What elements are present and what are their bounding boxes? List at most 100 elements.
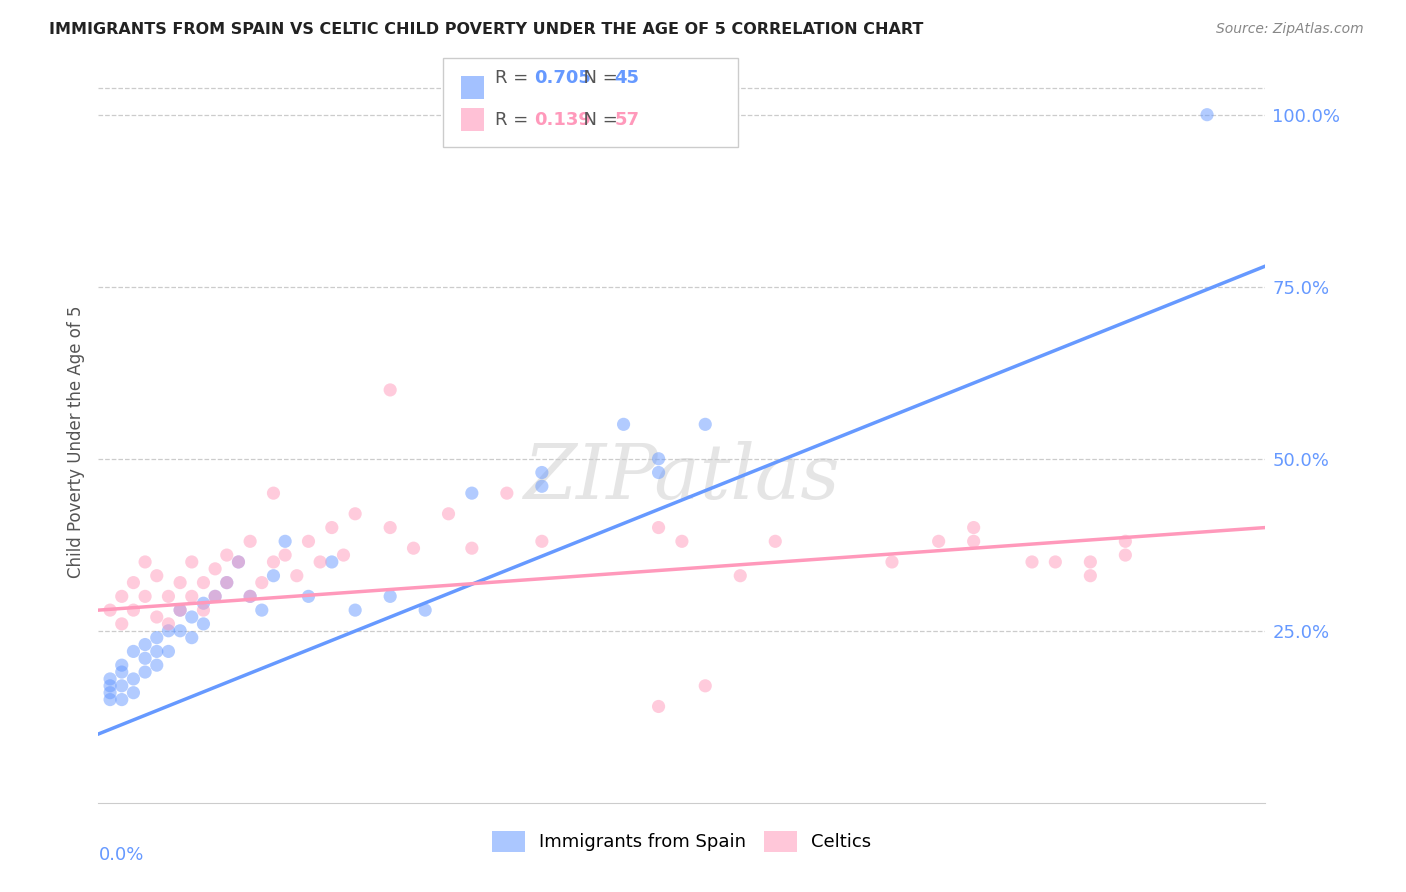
Point [321,520,343,534]
Point [193,575,215,590]
Text: 0.0%: 0.0% [98,847,143,864]
Point [122,603,145,617]
Text: 0.139: 0.139 [534,112,591,129]
Point [344,603,367,617]
Point [134,590,156,604]
Point [962,534,984,549]
Point [380,590,402,604]
Point [169,603,191,617]
Point [297,590,319,604]
Point [437,507,460,521]
Point [962,520,984,534]
Point [215,575,238,590]
Point [380,383,402,397]
Point [146,658,169,673]
Point [928,534,950,549]
Point [1080,568,1102,582]
Point [204,590,226,604]
Point [239,590,262,604]
Text: 0.705: 0.705 [534,70,591,87]
Point [1021,555,1043,569]
Point [1114,534,1136,549]
Point [193,603,215,617]
Point [695,679,717,693]
Point [180,555,202,569]
Point [250,603,273,617]
Point [309,555,332,569]
Point [169,575,191,590]
Point [157,644,180,658]
Point [647,520,669,534]
Point [1195,108,1218,122]
Point [180,590,202,604]
Point [111,658,134,673]
Point [146,631,169,645]
Point [1045,555,1067,569]
Point [228,555,250,569]
Point [193,596,215,610]
Point [250,575,273,590]
Point [98,692,121,706]
Point [122,575,145,590]
Point [122,672,145,686]
Point [111,679,134,693]
Point [647,699,669,714]
Point [122,644,145,658]
Point [111,665,134,679]
Point [321,555,343,569]
Point [134,651,156,665]
Point [496,486,519,500]
Point [530,466,553,480]
Point [274,534,297,549]
Text: 45: 45 [614,70,640,87]
Point [98,603,121,617]
Point [285,568,308,582]
Point [111,590,134,604]
Point [146,610,169,624]
Point [215,575,238,590]
Text: N =: N = [572,112,624,129]
Point [204,590,226,604]
Point [180,610,202,624]
Point [274,548,297,562]
Point [461,486,484,500]
Point [134,555,156,569]
Point [239,534,262,549]
Point [122,686,145,700]
Point [146,644,169,658]
Point [111,616,134,631]
Point [344,507,367,521]
Point [262,486,284,500]
Point [169,624,191,638]
Point [169,603,191,617]
Point [647,451,669,466]
Point [180,631,202,645]
Point [98,679,121,693]
Point [98,686,121,700]
Point [111,692,134,706]
Point [1114,548,1136,562]
Text: R =: R = [495,70,534,87]
Y-axis label: Child Poverty Under the Age of 5: Child Poverty Under the Age of 5 [66,305,84,578]
Point [332,548,354,562]
Point [204,562,226,576]
Text: R =: R = [495,112,534,129]
Text: N =: N = [572,70,624,87]
Point [380,520,402,534]
Point [402,541,425,556]
Point [530,479,553,493]
Point [228,555,250,569]
Point [695,417,717,432]
Point [880,555,903,569]
Point [146,568,169,582]
Text: Source: ZipAtlas.com: Source: ZipAtlas.com [1216,22,1364,37]
Point [262,555,284,569]
Point [461,541,484,556]
Point [1080,555,1102,569]
Point [647,466,669,480]
Point [262,568,284,582]
Text: IMMIGRANTS FROM SPAIN VS CELTIC CHILD POVERTY UNDER THE AGE OF 5 CORRELATION CHA: IMMIGRANTS FROM SPAIN VS CELTIC CHILD PO… [49,22,924,37]
Point [98,672,121,686]
Point [730,568,752,582]
Point [157,624,180,638]
